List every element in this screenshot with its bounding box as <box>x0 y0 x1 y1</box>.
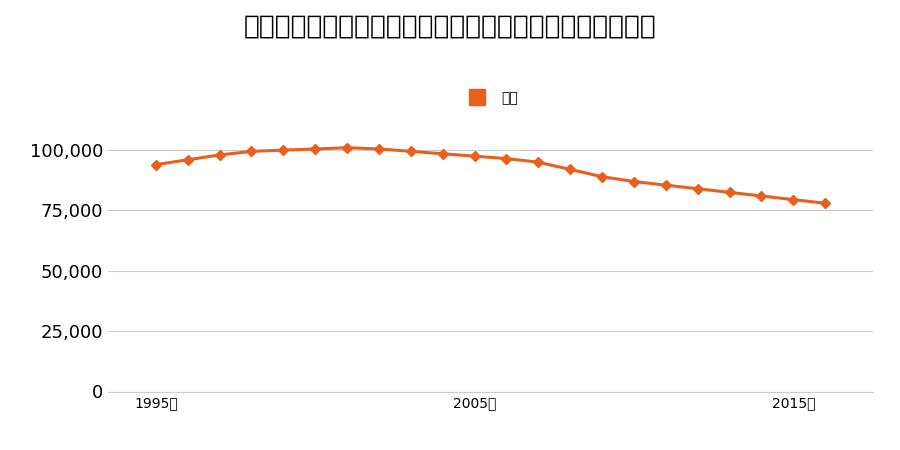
Legend: 価格: 価格 <box>457 85 524 110</box>
Text: 島根県松江市西川津町字上追子１６０７番３外の地価推移: 島根県松江市西川津町字上追子１６０７番３外の地価推移 <box>244 14 656 40</box>
